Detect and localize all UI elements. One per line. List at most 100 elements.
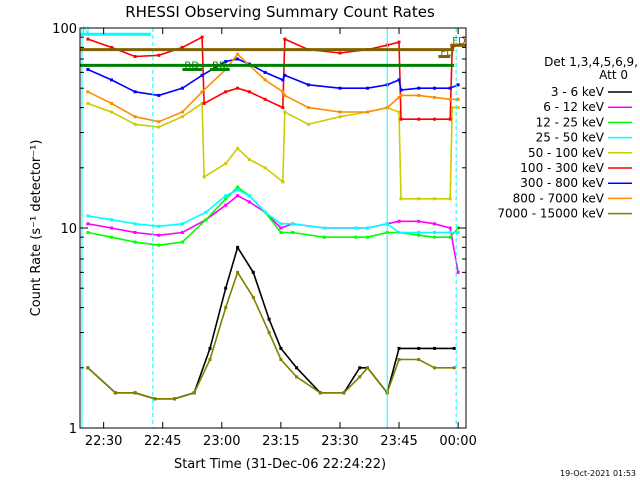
series-point bbox=[456, 231, 460, 234]
series-point bbox=[306, 122, 310, 126]
series-point bbox=[279, 346, 283, 350]
series-point bbox=[281, 90, 285, 94]
series-point bbox=[291, 222, 295, 226]
x-axis-label: Start Time (31-Dec-06 22:24:22) bbox=[174, 457, 386, 472]
series-point bbox=[433, 235, 436, 239]
series-point bbox=[397, 95, 401, 99]
series-point bbox=[133, 231, 137, 234]
series-point bbox=[133, 90, 137, 94]
legend-entry-label: 25 - 50 keV bbox=[536, 131, 605, 145]
series-point bbox=[397, 219, 401, 223]
series-point bbox=[204, 218, 208, 222]
y-tick-label: 100 bbox=[52, 22, 77, 37]
series-point bbox=[433, 231, 436, 234]
series-point bbox=[452, 366, 456, 370]
series-point bbox=[283, 93, 287, 97]
series-point bbox=[291, 231, 295, 234]
series-point bbox=[110, 110, 113, 114]
series-point bbox=[448, 197, 452, 201]
series-point bbox=[399, 88, 403, 92]
series-point bbox=[456, 83, 460, 87]
series-point bbox=[133, 391, 137, 395]
series-point bbox=[86, 231, 90, 234]
series-point bbox=[236, 188, 240, 192]
series-point bbox=[200, 35, 204, 39]
series-point bbox=[448, 117, 452, 121]
series-point bbox=[456, 106, 460, 110]
series-point bbox=[366, 86, 369, 90]
series-point bbox=[366, 366, 369, 370]
x-tick-label: 23:45 bbox=[380, 434, 417, 449]
series-point bbox=[295, 366, 299, 370]
series-point bbox=[200, 73, 204, 77]
legend-entry-label: 12 - 25 keV bbox=[536, 115, 605, 129]
flag-label: RD bbox=[184, 61, 199, 72]
legend-entry-label: 3 - 6 keV bbox=[551, 85, 605, 99]
series-point bbox=[224, 194, 228, 198]
series-point bbox=[267, 331, 271, 335]
series-point bbox=[236, 194, 240, 198]
series-point bbox=[397, 40, 401, 44]
series-point bbox=[86, 366, 90, 370]
series-point bbox=[224, 203, 228, 207]
series-point bbox=[202, 101, 206, 105]
series-point bbox=[433, 197, 436, 201]
series-point bbox=[247, 194, 251, 198]
series-point bbox=[322, 226, 326, 230]
series-point bbox=[283, 37, 287, 41]
series-point bbox=[263, 97, 267, 101]
series-point bbox=[279, 226, 283, 230]
series-point bbox=[417, 233, 421, 237]
series-point bbox=[417, 219, 421, 223]
series-point bbox=[157, 53, 161, 57]
series-point bbox=[236, 52, 240, 56]
series-point bbox=[192, 391, 196, 395]
series-point bbox=[263, 78, 267, 82]
series-point bbox=[448, 86, 452, 90]
series-point bbox=[279, 231, 283, 234]
series-point bbox=[251, 295, 255, 299]
series-point bbox=[157, 224, 161, 228]
series-point bbox=[417, 197, 421, 201]
series-point bbox=[247, 158, 251, 161]
series-point bbox=[306, 83, 310, 87]
x-tick-label: 00:00 bbox=[439, 434, 476, 449]
series-point bbox=[417, 86, 421, 90]
series-point bbox=[366, 235, 369, 239]
series-point bbox=[366, 226, 369, 230]
series-point bbox=[110, 45, 113, 49]
series-point bbox=[283, 73, 287, 77]
series-point bbox=[153, 397, 157, 401]
y-ticks-layer: 1 10 100 bbox=[52, 22, 466, 437]
series-point bbox=[279, 358, 283, 361]
series-point bbox=[281, 106, 285, 110]
legend-entry-label: 300 - 800 keV bbox=[520, 176, 604, 190]
series-point bbox=[448, 235, 452, 239]
x-tick-label: 22:30 bbox=[85, 434, 122, 449]
series-point bbox=[433, 86, 436, 90]
series-point bbox=[180, 86, 184, 90]
x-tick-label: 23:30 bbox=[321, 434, 358, 449]
series-point bbox=[354, 226, 358, 230]
series-point bbox=[448, 226, 452, 230]
series-point bbox=[157, 120, 161, 124]
series-point bbox=[338, 51, 342, 55]
series-point bbox=[86, 37, 90, 41]
series-point bbox=[397, 231, 401, 234]
series-point bbox=[283, 110, 287, 114]
series-point bbox=[358, 375, 362, 379]
series-point bbox=[180, 231, 184, 234]
series-point bbox=[450, 106, 454, 110]
series-point bbox=[157, 125, 161, 129]
x-ticks-layer: 22:30 22:45 23:00 23:15 23:30 23:45 00:00 bbox=[85, 28, 477, 449]
y-tick-label: 10 bbox=[60, 222, 77, 237]
series-point bbox=[338, 110, 342, 114]
series-point bbox=[133, 122, 137, 126]
series-point bbox=[433, 222, 436, 226]
series-point bbox=[397, 346, 401, 350]
series-layer bbox=[86, 35, 460, 401]
series-point bbox=[318, 391, 322, 395]
series-point bbox=[354, 235, 358, 239]
